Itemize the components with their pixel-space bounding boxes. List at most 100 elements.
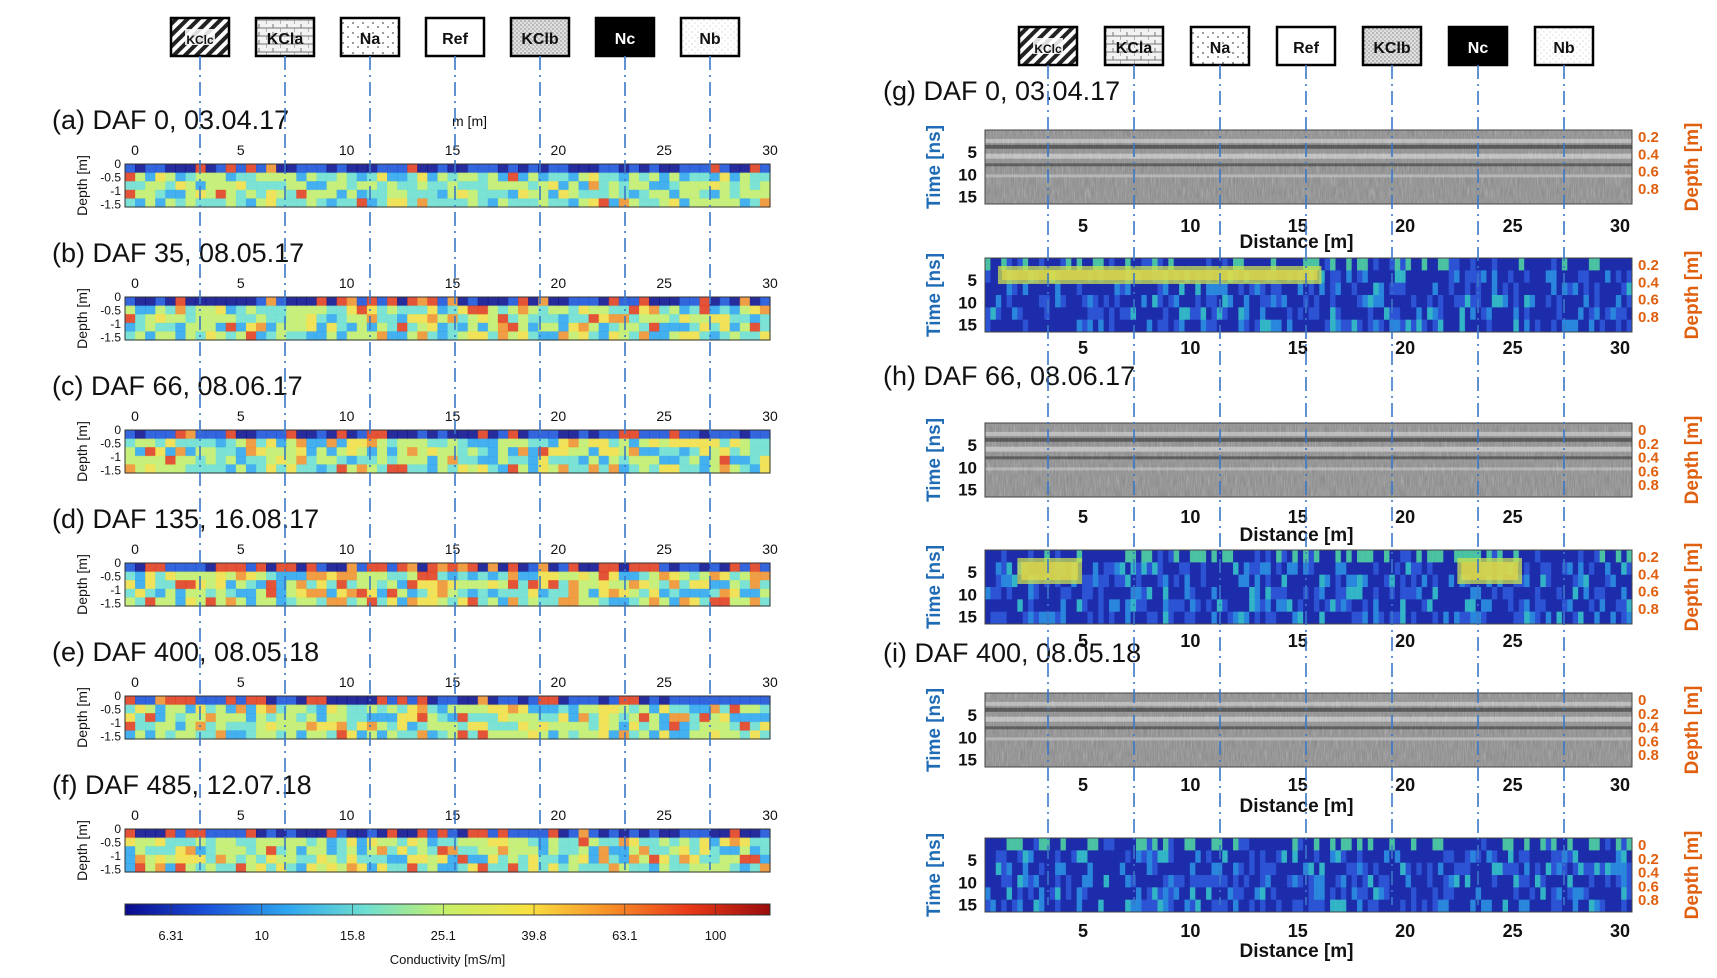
gpr-cell: [1524, 258, 1531, 271]
gpr-cell: [985, 875, 991, 888]
ert-cell: [397, 181, 408, 191]
x-tick-label: 5: [1078, 921, 1088, 941]
gpr-cell: [1184, 838, 1191, 851]
gpr-cell: [1092, 875, 1099, 888]
gpr-cell: [1168, 295, 1175, 308]
ert-cell: [497, 438, 509, 448]
ert-cell: [266, 863, 277, 873]
gpr-cell: [1276, 599, 1283, 613]
gpr-cell: [1087, 282, 1094, 296]
gpr-cell: [1060, 307, 1067, 321]
ert-cell: [437, 181, 449, 191]
gpr-cell: [1206, 282, 1212, 296]
ert-cell: [407, 829, 418, 839]
gpr-cell: [1367, 270, 1374, 284]
gpr-cell: [1561, 887, 1568, 901]
gpr-cell: [1211, 550, 1218, 563]
ert-cell: [185, 322, 197, 332]
y-axis-label: Time [ns]: [924, 125, 945, 209]
gpr-cell: [1405, 838, 1412, 851]
gpr-cell: [1017, 875, 1024, 888]
ert-cell: [487, 455, 499, 465]
gpr-cell: [1534, 258, 1541, 271]
ert-cell: [376, 198, 388, 208]
ert-cell: [336, 297, 348, 307]
ert-cell: [366, 580, 378, 590]
ert-cell: [588, 721, 600, 731]
ert-cell: [185, 438, 197, 448]
gpr-cell: [1459, 611, 1466, 625]
gpr-cell: [1065, 587, 1072, 600]
gpr-cell: [1394, 319, 1401, 333]
gpr-cell: [1082, 319, 1088, 333]
ert-cell: [638, 438, 650, 448]
gpr-cell: [1405, 574, 1412, 588]
gpr-cell: [1427, 574, 1434, 588]
ert-cell: [225, 563, 237, 573]
gpr-cell: [1189, 295, 1196, 308]
gpr-cell: [1033, 875, 1040, 888]
gpr-cell: [1470, 599, 1477, 613]
gpr-cell: [1195, 862, 1202, 876]
gpr-cell: [1017, 282, 1024, 296]
ert-cell: [739, 704, 751, 714]
ert-cell: [638, 696, 650, 706]
ert-cell: [669, 172, 680, 182]
ert-cell: [558, 322, 570, 332]
gpr-cell: [1610, 270, 1617, 284]
gpr-cell: [1297, 295, 1304, 308]
ert-cell: [467, 563, 479, 573]
gpr-cell: [1427, 599, 1434, 613]
gpr-cell: [1561, 899, 1568, 913]
ert-cell: [487, 588, 499, 598]
gpr-cell: [1362, 887, 1369, 901]
gpr-cell: [1599, 282, 1606, 296]
gpr-cell: [1195, 838, 1202, 851]
ert-cell: [507, 730, 519, 740]
gpr-cell: [1022, 850, 1029, 864]
gpr-cell: [1114, 862, 1121, 876]
gpr-cell: [1572, 319, 1579, 333]
ert-cell: [276, 730, 287, 740]
gpr-cell: [1588, 611, 1595, 625]
ert-cell: [558, 730, 570, 740]
ert-cell: [437, 588, 449, 598]
ert-cell: [376, 181, 388, 191]
x-tick-label: 25: [1503, 775, 1523, 795]
gpr-cell: [1470, 282, 1477, 296]
gpr-cell: [1470, 899, 1477, 913]
gpr-cell: [1033, 611, 1040, 625]
gpr-cell: [1001, 599, 1008, 613]
gpr-cell: [1109, 319, 1115, 333]
ert-cell: [286, 331, 297, 341]
ert-cell: [588, 447, 600, 457]
ert-cell: [135, 854, 146, 864]
ert-cell: [235, 704, 247, 714]
ert-cell: [618, 863, 630, 873]
ert-cell: [749, 181, 761, 191]
ert-cell: [276, 447, 287, 457]
gpr-cell: [1459, 295, 1466, 308]
y2-tick-label: 0: [1638, 837, 1646, 854]
ert-cell: [437, 297, 449, 307]
ert-cell: [477, 854, 489, 864]
ert-cell: [638, 854, 650, 864]
gpr-cell: [1437, 875, 1444, 888]
ert-cell: [507, 305, 519, 315]
gpr-cell: [1006, 850, 1013, 864]
ert-cell: [669, 571, 680, 581]
gpr-cell: [1157, 562, 1164, 576]
gpr-cell: [1475, 282, 1482, 296]
ert-cell: [306, 314, 318, 324]
y2-tick-label: 0.6: [1638, 463, 1659, 480]
ert-cell: [235, 322, 247, 332]
gpr-cell: [1443, 850, 1450, 864]
ert-cell: [538, 563, 549, 573]
ert-cell: [578, 331, 590, 341]
gpr-cell: [1249, 282, 1256, 296]
ert-cell: [659, 464, 670, 474]
gpr-cell: [1162, 599, 1169, 613]
gpr-cell: [1335, 599, 1342, 613]
